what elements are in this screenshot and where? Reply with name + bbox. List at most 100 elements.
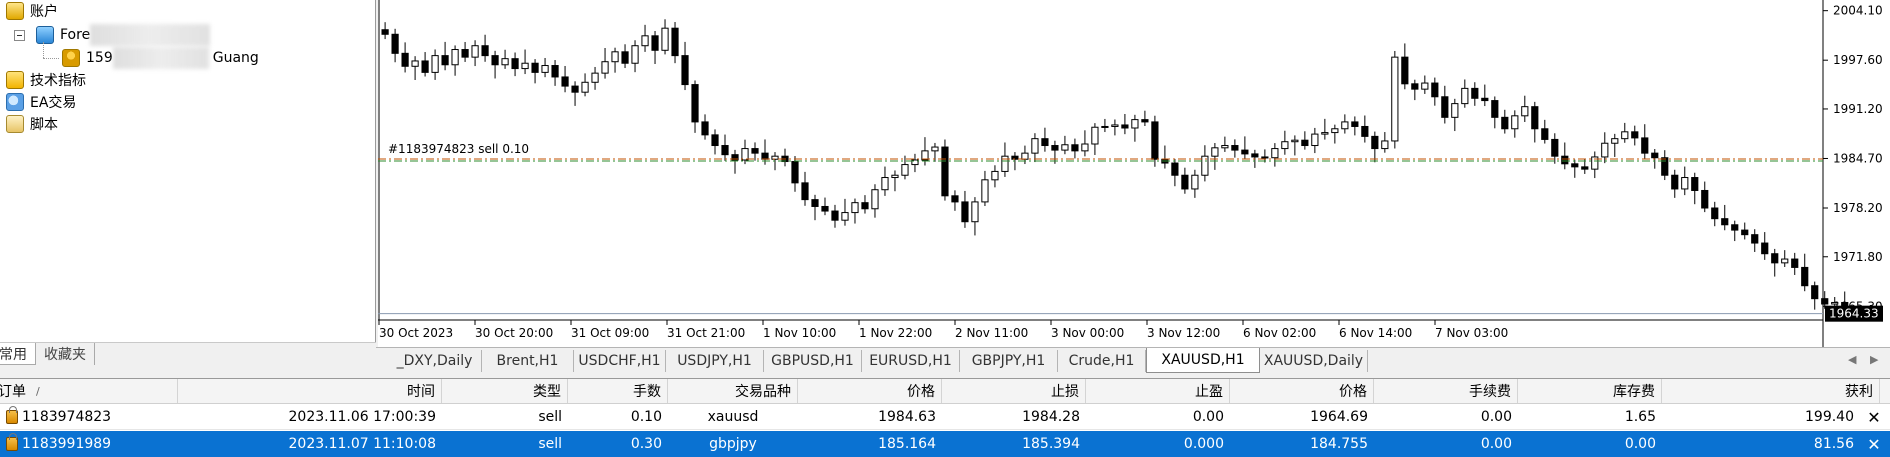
chart-tab[interactable]: USDCHF,H1: [574, 350, 666, 372]
tab-favorites[interactable]: 收藏夹: [36, 343, 95, 365]
candlestick-chart[interactable]: 2004.10 1997.60 1991.20 1984.70 1978.20 1971.…: [378, 0, 1890, 350]
candle-body: [531, 62, 539, 73]
time-tick-label: 31 Oct 09:00: [571, 326, 649, 340]
candle-body: [1811, 285, 1819, 300]
candle-body: [1441, 96, 1449, 118]
candle-body: [581, 81, 589, 93]
chart-tab[interactable]: USDJPY,H1: [666, 350, 764, 372]
tree-collapse-icon[interactable]: [14, 30, 25, 41]
tab-common[interactable]: 常用: [0, 343, 36, 365]
chart-tab[interactable]: GBPUSD,H1: [764, 350, 862, 372]
candle-body: [711, 134, 719, 147]
candle-body: [1411, 83, 1419, 90]
candle-body: [1631, 131, 1639, 139]
candle-body: [1121, 124, 1129, 129]
col-type[interactable]: 类型: [442, 379, 568, 403]
candle-body: [1571, 163, 1579, 168]
col-profit[interactable]: 获利: [1662, 379, 1880, 403]
candle-body: [741, 148, 749, 161]
candle-body: [1071, 144, 1079, 152]
close-order-icon[interactable]: ✕: [1867, 434, 1881, 454]
chart-tab[interactable]: EURUSD,H1: [862, 350, 960, 372]
time-tick-label: 1 Nov 10:00: [763, 326, 836, 340]
candle-body: [891, 174, 899, 179]
candle-body: [841, 212, 849, 221]
current-price-label: 1964.33: [1829, 307, 1879, 321]
candle-body: [1421, 82, 1429, 90]
candle-body: [811, 199, 819, 207]
candle-body: [671, 27, 679, 57]
candle-body: [1251, 153, 1259, 158]
nav-item-scripts[interactable]: 脚本: [6, 113, 58, 135]
col-swap[interactable]: 库存费: [1518, 379, 1662, 403]
col-tp[interactable]: 止盈: [1086, 379, 1230, 403]
candle-body: [1711, 207, 1719, 220]
candle-body: [1381, 140, 1389, 150]
order-lots: 0.30: [630, 436, 662, 452]
candle-body: [1481, 97, 1489, 102]
order-sl[interactable]: 185.394: [1022, 436, 1080, 452]
price-tick-label: 2004.10: [1833, 4, 1883, 18]
chart-tab[interactable]: XAUUSD,Daily: [1260, 350, 1368, 372]
col-commission[interactable]: 手续费: [1374, 379, 1518, 403]
nav-item-server[interactable]: Fore: [36, 24, 211, 46]
price-chart[interactable]: 2004.10 1997.60 1991.20 1984.70 1978.20 1971.…: [378, 0, 1890, 350]
candle-body: [1701, 189, 1709, 209]
col-sl[interactable]: 止损: [942, 379, 1086, 403]
candle-body: [1181, 174, 1189, 190]
candle-body: [1261, 156, 1269, 159]
candle-body: [1581, 166, 1589, 170]
col-lots[interactable]: 手数: [568, 379, 668, 403]
nav-item-accounts[interactable]: 账户: [6, 0, 58, 22]
chart-tab[interactable]: XAUUSD,H1: [1146, 348, 1260, 373]
candle-body: [1511, 115, 1519, 130]
candle-body: [1001, 155, 1009, 172]
order-symbol: xauusd: [707, 409, 759, 425]
candle-body: [1341, 121, 1349, 130]
candle-body: [861, 202, 869, 210]
candle-body: [1061, 144, 1069, 151]
order-current-price: 184.755: [1310, 436, 1368, 452]
candle-body: [751, 148, 759, 154]
candle-body: [761, 152, 769, 160]
order-tp[interactable]: 0.000: [1183, 436, 1224, 452]
table-row[interactable]: 1183974823 2023.11.06 17:00:39 sell 0.10…: [0, 405, 1890, 430]
col-order[interactable]: 订单 /: [0, 379, 178, 403]
order-type: sell: [538, 436, 562, 452]
order-sl[interactable]: 1984.28: [1022, 409, 1080, 425]
candle-body: [1531, 106, 1539, 130]
candle-body: [641, 35, 649, 47]
current-price-badge: [1825, 305, 1883, 322]
chart-tab[interactable]: Brent,H1: [482, 350, 574, 372]
col-current-price[interactable]: 价格: [1230, 379, 1374, 403]
candle-body: [1301, 139, 1309, 147]
order-lots: 0.10: [630, 409, 662, 425]
chart-tab[interactable]: GBPJPY,H1: [960, 350, 1058, 372]
price-tick-label: 1997.60: [1833, 53, 1883, 67]
col-price[interactable]: 价格: [798, 379, 942, 403]
candle-body: [551, 65, 559, 78]
candle-body: [1271, 148, 1279, 159]
candle-body: [701, 121, 709, 136]
order-tp[interactable]: 0.00: [1192, 409, 1224, 425]
chart-tab[interactable]: Crude,H1: [1058, 350, 1146, 372]
col-symbol[interactable]: 交易品种: [668, 379, 798, 403]
candle-body: [691, 84, 699, 123]
table-row-selected[interactable]: 1183991989 2023.11.07 11:10:08 sell 0.30…: [0, 431, 1890, 457]
chart-tab[interactable]: _DXY,Daily: [388, 350, 482, 372]
candle-body: [441, 55, 449, 66]
col-time[interactable]: 时间: [178, 379, 442, 403]
close-order-icon[interactable]: ✕: [1867, 407, 1881, 427]
order-id: 1183991989: [22, 436, 112, 452]
candle-body: [1611, 138, 1619, 144]
candle-body: [1191, 174, 1199, 190]
candle-body: [411, 60, 419, 67]
tabs-scroll-right-icon[interactable]: ▶: [1870, 353, 1879, 366]
nav-item-account-user[interactable]: 159 Guang: [62, 47, 259, 69]
nav-item-indicators[interactable]: 技术指标: [6, 69, 86, 91]
tabs-scroll-left-icon[interactable]: ◀: [1848, 353, 1857, 366]
candle-body: [1311, 133, 1319, 147]
candle-body: [391, 33, 399, 54]
candle-body: [1471, 87, 1479, 99]
nav-item-experts[interactable]: EA交易: [6, 91, 76, 113]
